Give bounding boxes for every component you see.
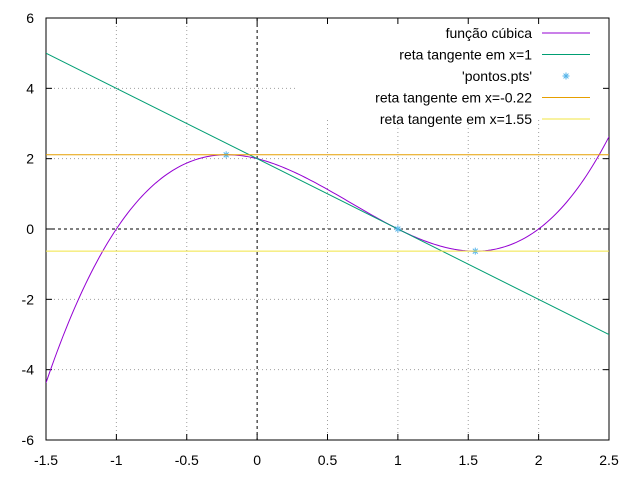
legend-label: reta tangente em x=-0.22	[375, 90, 532, 106]
y-tick-label: 4	[26, 80, 34, 96]
x-tick-label: -1	[110, 452, 123, 468]
y-tick-label: 0	[26, 221, 34, 237]
legend-label: 'pontos.pts'	[462, 68, 532, 84]
x-tick-label: 2	[535, 452, 543, 468]
y-tick-label: -2	[22, 291, 35, 307]
plot-area	[46, 52, 609, 384]
y-tick-label: 6	[26, 10, 34, 26]
series-line-reta-tangente-em-x=1	[46, 52, 609, 335]
x-tick-label: 1.5	[459, 452, 479, 468]
axes: -1.5 -1 -0.5 0 0.5 1 1.5 2 2.5 -6 -4 -2 0 2 4 6	[22, 10, 619, 468]
x-tick-label: -1.5	[34, 452, 58, 468]
x-tick-label: 2.5	[599, 452, 619, 468]
x-tick-label: 1	[394, 452, 402, 468]
y-tick-label: -6	[22, 432, 35, 448]
plot-frame	[45, 17, 610, 441]
legend-label: reta tangente em x=1.55	[380, 111, 532, 127]
legend-star-marker	[562, 72, 570, 80]
x-tick-label: 0	[253, 452, 261, 468]
legend-label: reta tangente em x=1	[399, 47, 532, 63]
y-tick-label: -4	[22, 362, 35, 378]
y-tick-label: 2	[26, 151, 34, 167]
legend-label: função cúbica	[446, 25, 533, 41]
data-point-star	[394, 225, 402, 233]
grid-lines	[46, 18, 609, 440]
x-tick-label: -0.5	[175, 452, 199, 468]
legend: função cúbica reta tangente em x=1 'pontos…	[375, 25, 590, 127]
series-line-funcao-cubica	[46, 136, 609, 384]
x-tick-label: 0.5	[318, 452, 338, 468]
